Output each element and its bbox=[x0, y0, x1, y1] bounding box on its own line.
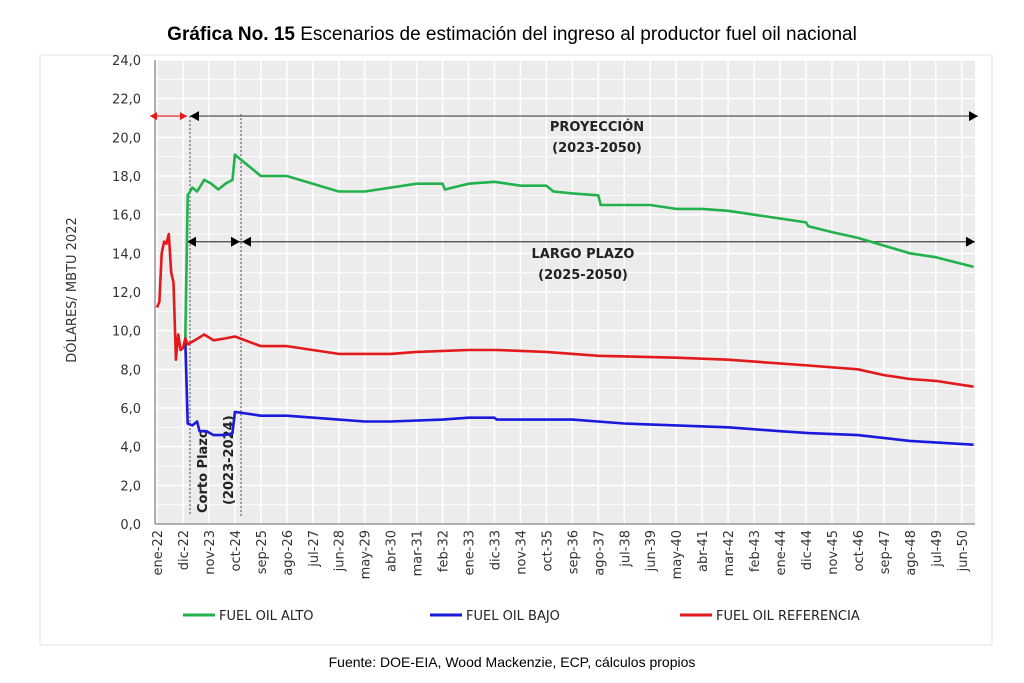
x-tick-label: dic-33 bbox=[488, 530, 503, 570]
corto-plazo-range: (2023-2024) bbox=[222, 415, 237, 505]
x-tick-label: sep-25 bbox=[255, 530, 270, 574]
y-axis-label: DÓLARES/ MBTU 2022 bbox=[64, 217, 80, 363]
y-tick-label: 0,0 bbox=[120, 518, 141, 533]
y-tick-label: 20,0 bbox=[112, 131, 141, 146]
legend-label: FUEL OIL BAJO bbox=[466, 609, 560, 624]
y-tick-label: 24,0 bbox=[112, 54, 141, 69]
x-tick-label: jul-38 bbox=[618, 530, 633, 568]
series-line-1 bbox=[184, 340, 974, 446]
chart-title: Gráfica No. 15 Escenarios de estimación … bbox=[0, 24, 1024, 46]
title-number: Gráfica No. 15 bbox=[167, 24, 295, 45]
x-tick-label: dic-22 bbox=[177, 530, 192, 570]
y-tick-label: 10,0 bbox=[112, 325, 141, 340]
proyeccion-range: (2023-2050) bbox=[552, 141, 642, 156]
x-tick-label: feb-43 bbox=[748, 530, 763, 572]
y-tick-label: 8,0 bbox=[120, 363, 141, 378]
y-tick-label: 12,0 bbox=[112, 286, 141, 301]
x-tick-label: oct-46 bbox=[852, 530, 867, 571]
corto-plazo-label: Corto Plazo bbox=[196, 429, 211, 513]
legend-label: FUEL OIL REFERENCIA bbox=[716, 609, 860, 624]
series-line-2 bbox=[155, 232, 974, 388]
y-tick-label: 14,0 bbox=[112, 247, 141, 262]
y-tick-label: 4,0 bbox=[120, 441, 141, 456]
x-tick-label: ago-26 bbox=[281, 530, 296, 576]
chart-frame bbox=[39, 54, 993, 646]
x-tick-label: oct-24 bbox=[229, 530, 244, 571]
x-tick-label: may-40 bbox=[670, 530, 685, 579]
x-tick-label: jul-49 bbox=[930, 530, 945, 568]
x-tick-label: sep-36 bbox=[566, 530, 581, 574]
x-tick-label: oct-35 bbox=[540, 530, 555, 571]
source-note: Fuente: DOE-EIA, Wood Mackenzie, ECP, cá… bbox=[328, 654, 696, 670]
x-tick-label: ene-22 bbox=[151, 530, 166, 575]
x-tick-label: ago-48 bbox=[904, 530, 919, 576]
largo-plazo-label: LARGO PLAZO bbox=[532, 247, 635, 262]
x-tick-label: jul-27 bbox=[307, 530, 322, 568]
y-tick-label: 22,0 bbox=[112, 93, 141, 108]
y-tick-label: 2,0 bbox=[120, 479, 141, 494]
x-tick-label: dic-44 bbox=[800, 530, 815, 570]
y-tick-label: 16,0 bbox=[112, 209, 141, 224]
x-tick-label: ene-33 bbox=[463, 530, 478, 575]
x-tick-label: sep-47 bbox=[878, 530, 893, 574]
x-tick-label: jun-39 bbox=[644, 530, 659, 572]
proyeccion-label: PROYECCIÓN bbox=[550, 119, 644, 135]
x-tick-label: ene-44 bbox=[774, 530, 789, 575]
x-tick-label: may-29 bbox=[359, 530, 374, 579]
x-tick-label: nov-45 bbox=[826, 530, 841, 575]
y-tick-label: 6,0 bbox=[120, 402, 141, 417]
title-text: Escenarios de estimación del ingreso al … bbox=[294, 24, 857, 45]
x-tick-label: ago-37 bbox=[592, 530, 607, 576]
x-tick-label: nov-34 bbox=[514, 530, 529, 575]
x-tick-label: nov-23 bbox=[203, 530, 218, 575]
x-tick-label: abr-30 bbox=[385, 530, 400, 572]
x-tick-label: mar-42 bbox=[722, 530, 737, 576]
y-tick-label: 18,0 bbox=[112, 170, 141, 185]
largo-plazo-range: (2025-2050) bbox=[538, 268, 628, 283]
x-tick-label: feb-32 bbox=[437, 530, 452, 572]
x-tick-label: abr-41 bbox=[696, 530, 711, 572]
x-tick-label: jun-50 bbox=[956, 530, 971, 572]
legend-label: FUEL OIL ALTO bbox=[219, 609, 314, 624]
series-line-0 bbox=[184, 153, 974, 341]
x-tick-label: jun-28 bbox=[333, 530, 348, 572]
x-tick-label: mar-31 bbox=[411, 530, 426, 576]
